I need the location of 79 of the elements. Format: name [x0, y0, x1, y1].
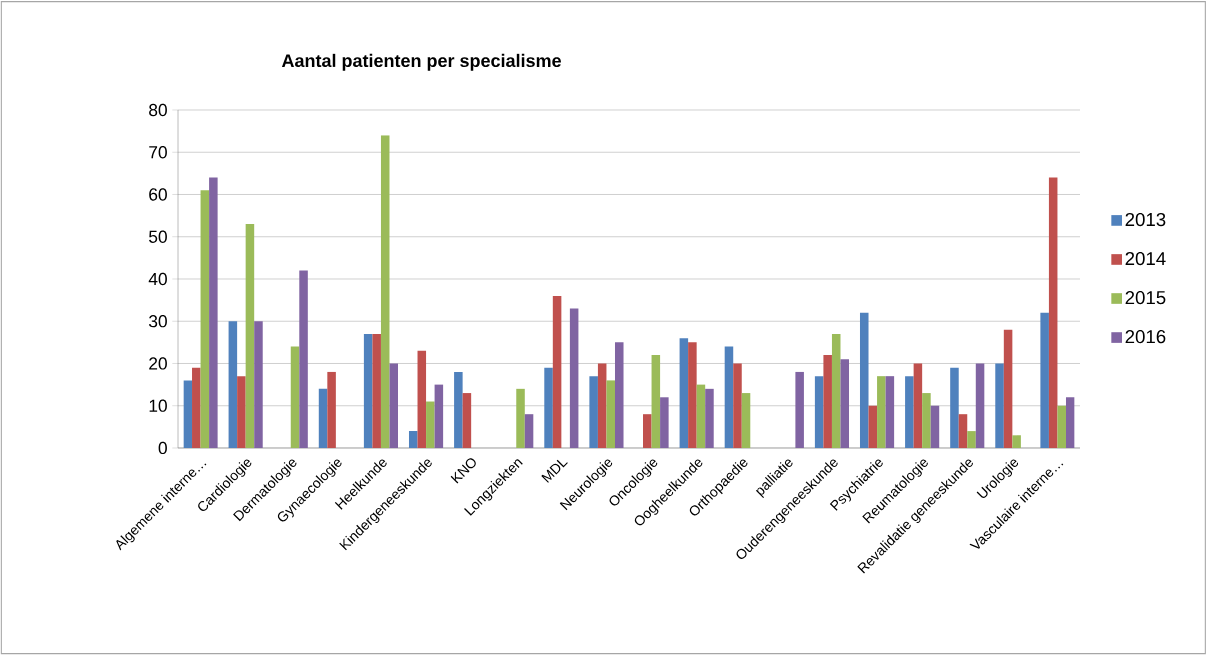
bar — [380, 135, 390, 448]
y-tick-label: 20 — [149, 357, 167, 370]
bar — [183, 380, 193, 448]
bar — [733, 363, 742, 448]
bar — [643, 414, 652, 448]
bar — [254, 321, 263, 448]
y-tick-label: 50 — [149, 230, 167, 243]
bar — [524, 414, 534, 448]
y-tick-label: 70 — [149, 146, 167, 159]
y-tick-label: 40 — [148, 272, 167, 286]
bar — [705, 388, 714, 448]
bar — [200, 190, 210, 448]
bar — [688, 342, 697, 448]
bar — [1040, 312, 1049, 448]
bar — [958, 414, 968, 448]
bar — [237, 376, 246, 448]
bar — [724, 346, 734, 448]
chart-title: Aantal patienten per specialisme — [281, 53, 561, 71]
bar — [741, 393, 751, 448]
bar — [814, 376, 824, 448]
legend-label: 2014 — [1125, 251, 1166, 266]
y-tick-label: 60 — [149, 188, 167, 201]
bar — [417, 350, 427, 448]
bar — [434, 384, 444, 448]
bar — [885, 376, 895, 448]
legend-label: 2016 — [1125, 330, 1166, 344]
bar — [975, 363, 985, 448]
bar — [922, 393, 931, 448]
bar — [389, 363, 399, 448]
bar — [679, 338, 689, 448]
bar — [840, 359, 850, 448]
bar — [318, 388, 328, 448]
bar — [589, 376, 598, 448]
legend-label: 2013 — [1125, 212, 1166, 227]
legend-label: 2015 — [1125, 290, 1166, 305]
bar — [913, 363, 923, 448]
y-tick-label: 0 — [158, 441, 167, 455]
bar — [1048, 177, 1058, 448]
bar — [363, 333, 373, 448]
bar — [795, 371, 804, 448]
bar — [327, 371, 336, 448]
bar — [877, 376, 886, 448]
bar — [245, 224, 255, 448]
bar — [569, 308, 579, 448]
bar — [696, 384, 706, 448]
bar — [552, 295, 562, 448]
bar — [660, 397, 669, 448]
bar — [614, 342, 624, 448]
bar — [426, 401, 435, 448]
bar — [454, 371, 463, 448]
bar — [868, 405, 878, 448]
bar — [606, 380, 615, 448]
bar — [462, 393, 472, 448]
bar — [372, 333, 381, 448]
bar — [651, 355, 661, 448]
bar — [1065, 397, 1075, 448]
bar — [859, 312, 869, 448]
bar — [544, 367, 553, 448]
bar — [905, 376, 914, 448]
bar — [1003, 329, 1013, 448]
bar — [408, 431, 418, 448]
bar — [192, 367, 201, 448]
bar — [823, 355, 832, 448]
bar — [950, 367, 959, 448]
bar — [995, 363, 1004, 448]
bar — [1012, 435, 1021, 448]
bar — [930, 405, 940, 448]
y-tick-label: 10 — [149, 399, 167, 412]
bar — [290, 346, 300, 448]
y-tick-label: 80 — [149, 103, 167, 117]
y-tick-label: 30 — [148, 315, 167, 328]
bar — [299, 270, 308, 448]
bar — [1057, 405, 1066, 448]
bar — [228, 321, 238, 448]
bar — [516, 388, 525, 448]
bar — [597, 363, 607, 448]
bar — [209, 177, 218, 448]
bar — [967, 431, 976, 448]
bar — [831, 333, 841, 448]
